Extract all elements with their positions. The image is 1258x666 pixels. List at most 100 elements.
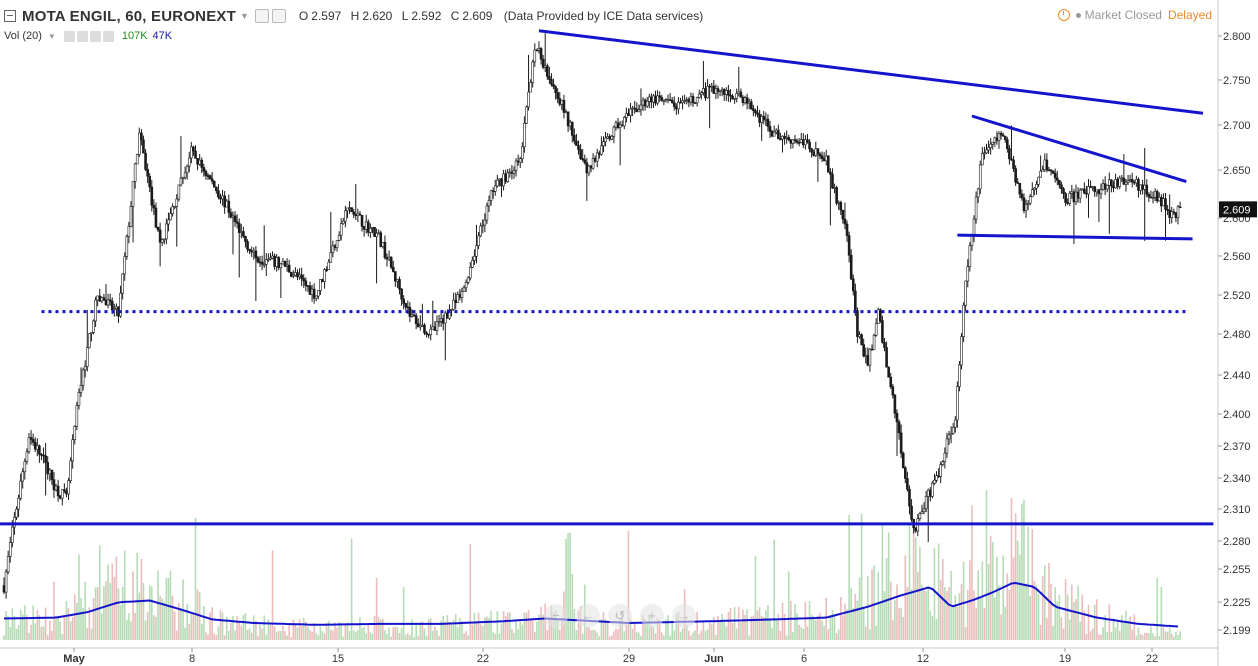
candle-body <box>100 297 104 302</box>
candle-body <box>587 165 591 174</box>
candle-body <box>691 96 695 103</box>
volume-bar <box>211 607 213 640</box>
volume-bar <box>407 633 409 640</box>
candle-body <box>1024 203 1028 211</box>
volume-bar <box>452 619 455 640</box>
candle-body <box>718 90 722 93</box>
volume-bar <box>103 586 105 640</box>
candle-body <box>341 220 345 224</box>
candle-body <box>204 171 208 176</box>
volume-bar <box>238 621 241 640</box>
candle-body <box>491 190 495 193</box>
move-icon[interactable] <box>89 30 101 42</box>
volume-bar <box>123 550 126 640</box>
volume-bar <box>461 620 463 640</box>
candle-body <box>196 158 199 165</box>
volume-bar <box>856 600 859 640</box>
candle-body <box>1014 168 1017 183</box>
scroll-left-icon[interactable]: ← <box>576 604 600 628</box>
candle-body <box>541 58 545 68</box>
volume-bar <box>954 595 957 640</box>
volume-bar <box>84 581 86 640</box>
visibility-icon[interactable] <box>254 9 269 23</box>
volume-bar <box>34 623 37 640</box>
chevron-down-icon[interactable]: ▼ <box>240 11 249 21</box>
candle-body <box>296 272 299 278</box>
volume-bar <box>402 586 405 640</box>
chevron-down-icon[interactable]: ▼ <box>47 31 56 41</box>
volume-bar <box>425 635 428 640</box>
volume-bar <box>804 602 807 640</box>
settings-icon[interactable] <box>271 9 286 23</box>
volume-ma-value: 47K <box>152 30 173 42</box>
volume-bar <box>78 554 80 640</box>
symbol-title[interactable]: MOTA ENGIL, 60, EURONEXT <box>22 7 236 25</box>
candle-body <box>983 152 986 155</box>
candle-body <box>793 139 797 142</box>
close-icon[interactable] <box>102 30 114 42</box>
candle-body <box>319 279 322 291</box>
candle-body <box>94 299 97 322</box>
candle-body <box>414 315 418 324</box>
volume-bar <box>509 612 511 640</box>
volume-bar <box>363 626 365 640</box>
candle-body <box>260 261 264 265</box>
volume-bar <box>128 613 130 640</box>
candle-body <box>891 386 895 396</box>
volume-bar <box>255 620 257 640</box>
settings-icon[interactable] <box>76 30 88 42</box>
candle-body <box>1147 194 1151 198</box>
volume-bar <box>394 626 397 640</box>
x-tick-label: 29 <box>623 653 635 665</box>
last-price-marker <box>1219 201 1257 218</box>
volume-bar <box>608 636 611 640</box>
volume-bar <box>1071 584 1073 640</box>
volume-bar <box>244 613 247 640</box>
candle-body <box>874 323 878 336</box>
y-tick-label: 2.280 <box>1223 536 1251 548</box>
volume-label[interactable]: Vol (20) <box>4 30 42 42</box>
volume-bar <box>540 606 542 640</box>
volume-bar <box>1046 618 1048 640</box>
candle-body <box>993 137 997 143</box>
volume-bar <box>823 625 825 640</box>
candle-body <box>625 113 628 118</box>
volume-bar <box>810 614 813 640</box>
volume-bar <box>787 571 790 640</box>
candle-body <box>729 94 732 97</box>
collapse-icon[interactable] <box>4 10 16 22</box>
candle-body <box>346 207 349 212</box>
volume-bar <box>1043 565 1046 640</box>
candle-body <box>1037 176 1040 185</box>
candle-body <box>1012 159 1015 169</box>
candle-body <box>581 158 584 161</box>
volume-bar <box>444 621 447 640</box>
candle-body <box>1155 191 1159 202</box>
candle-body <box>352 211 356 215</box>
visibility-icon[interactable] <box>63 30 75 42</box>
volume-bar <box>685 625 688 640</box>
volume-bar <box>1089 631 1092 640</box>
candle-body <box>966 266 970 282</box>
zoom-out-icon[interactable]: − <box>544 604 568 628</box>
scroll-right-icon[interactable]: → <box>672 604 696 628</box>
volume-bar <box>577 610 580 640</box>
volume-bar <box>57 615 59 640</box>
volume-bar <box>261 628 263 640</box>
volume-bar <box>192 613 195 640</box>
volume-bar <box>134 612 136 640</box>
volume-bar <box>290 637 293 640</box>
volume-bar <box>792 632 794 640</box>
y-tick-label: 2.560 <box>1223 251 1251 263</box>
candle-body <box>887 366 890 378</box>
candle-body <box>856 310 859 337</box>
volume-bar <box>359 617 361 640</box>
zoom-in-icon[interactable]: + <box>640 604 664 628</box>
candle-body <box>537 48 541 51</box>
candle-body <box>317 290 320 297</box>
volume-bar <box>979 596 982 640</box>
candle-body <box>1033 187 1036 191</box>
reset-icon[interactable]: ↺ <box>608 604 632 628</box>
volume-bar <box>142 582 145 640</box>
